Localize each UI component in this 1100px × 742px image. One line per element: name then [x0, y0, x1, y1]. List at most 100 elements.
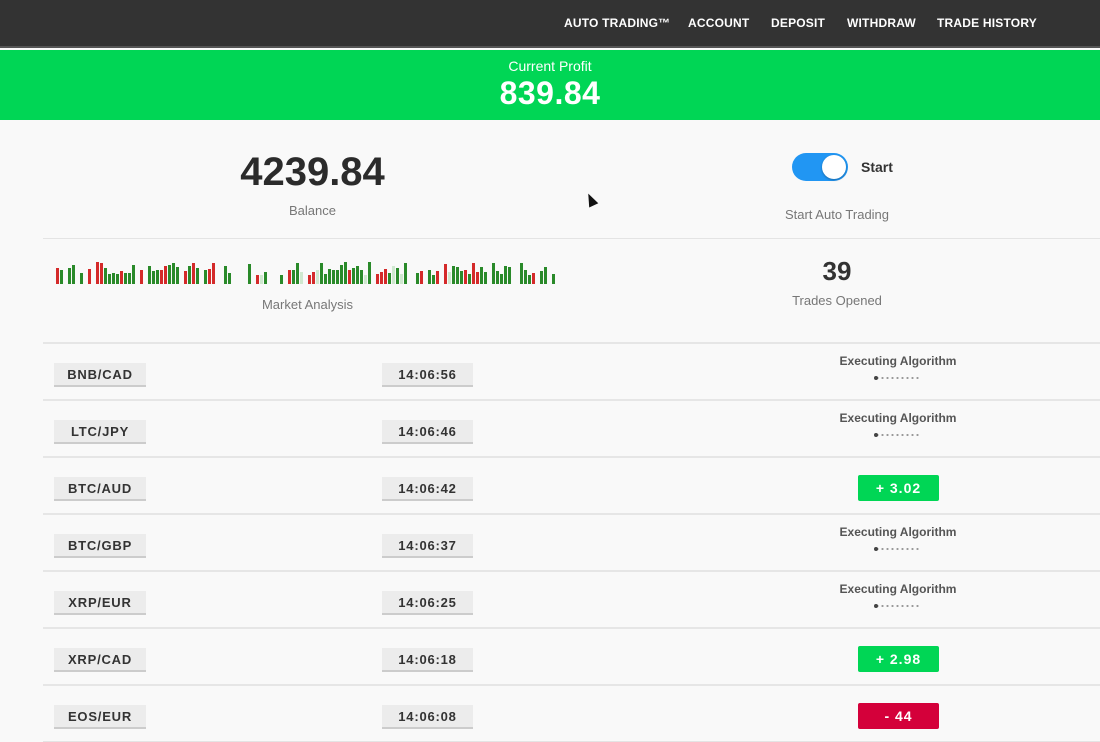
market-bar — [328, 269, 331, 284]
market-analysis-label: Market Analysis — [261, 297, 354, 312]
pair-badge: BNB/CAD — [54, 363, 146, 387]
market-bar — [404, 263, 407, 284]
market-bar — [256, 275, 259, 284]
nav-trade-history[interactable]: TRADE HISTORY — [937, 16, 1037, 30]
balance-panel: 4239.84 Balance — [180, 150, 445, 218]
market-bar — [348, 269, 351, 284]
market-bar — [524, 269, 527, 284]
market-bar — [100, 262, 103, 284]
market-bar — [484, 272, 487, 284]
progress-dots-icon — [874, 376, 921, 380]
auto-trading-toggle[interactable] — [792, 153, 848, 181]
divider — [43, 238, 1100, 239]
market-bar — [112, 272, 115, 284]
market-bar — [204, 269, 207, 284]
market-bar — [260, 275, 263, 284]
market-bar — [388, 273, 391, 284]
time-badge: 14:06:08 — [382, 705, 473, 729]
result-badge: + 3.02 — [858, 475, 939, 501]
market-bar — [380, 271, 383, 284]
top-nav: AUTO TRADING™ ACCOUNT DEPOSIT WITHDRAW T… — [0, 0, 1100, 48]
pair-badge: BTC/AUD — [54, 477, 146, 501]
market-bar — [476, 271, 479, 284]
market-bar — [156, 269, 159, 284]
market-bar — [540, 271, 543, 284]
nav-deposit[interactable]: DEPOSIT — [771, 16, 826, 30]
status-text: Executing Algorithm — [839, 582, 957, 596]
market-bar — [448, 272, 451, 284]
market-bar — [312, 271, 315, 284]
market-bar — [332, 269, 335, 284]
time-badge: 14:06:25 — [382, 591, 473, 615]
market-bar — [444, 264, 447, 284]
market-bar — [460, 270, 463, 284]
nav-account[interactable]: ACCOUNT — [688, 16, 750, 30]
market-bar — [148, 266, 151, 284]
market-bar — [480, 267, 483, 284]
market-bar — [544, 267, 547, 284]
result-badge: + 2.98 — [858, 646, 939, 672]
market-bar — [392, 265, 395, 284]
market-bar — [376, 273, 379, 284]
market-bar — [300, 272, 303, 284]
market-bar — [196, 267, 199, 284]
market-bar — [184, 271, 187, 284]
market-bar — [72, 265, 75, 284]
pair-badge: EOS/EUR — [54, 705, 146, 729]
time-badge: 14:06:42 — [382, 477, 473, 501]
market-bar — [212, 263, 215, 284]
trade-row: EOS/EUR 14:06:08 - 44 — [43, 684, 1100, 741]
trade-row: LTC/JPY 14:06:46 Executing Algorithm — [43, 399, 1100, 456]
market-bar — [368, 262, 371, 284]
trade-row: XRP/EUR 14:06:25 Executing Algorithm — [43, 570, 1100, 627]
market-bar — [308, 274, 311, 284]
progress-dots-icon — [874, 433, 921, 437]
market-bar — [132, 265, 135, 284]
market-bar — [420, 271, 423, 284]
market-bar — [192, 262, 195, 284]
nav-auto-trading[interactable]: AUTO TRADING™ — [564, 16, 671, 30]
time-badge: 14:06:56 — [382, 363, 473, 387]
progress-dots-icon — [874, 604, 921, 608]
market-bar — [296, 262, 299, 284]
trade-row: BTC/GBP 14:06:37 Executing Algorithm — [43, 513, 1100, 570]
status-text: Executing Algorithm — [839, 411, 957, 425]
status-text: Executing Algorithm — [839, 354, 957, 368]
toggle-knob — [822, 155, 846, 179]
market-bar — [164, 265, 167, 284]
market-bar — [188, 266, 191, 284]
market-bar — [344, 262, 347, 284]
market-bar — [116, 273, 119, 284]
market-bar — [248, 264, 251, 284]
market-bar — [500, 274, 503, 284]
market-bar — [496, 271, 499, 284]
market-bar — [108, 273, 111, 284]
market-bar — [532, 272, 535, 284]
mouse-cursor-icon — [583, 191, 599, 208]
market-bar — [224, 266, 227, 284]
market-bar — [160, 269, 163, 284]
market-bar — [68, 267, 71, 284]
market-bar — [208, 269, 211, 284]
trades-opened-value: 39 — [822, 256, 852, 286]
pair-badge: LTC/JPY — [54, 420, 146, 444]
result-badge: - 44 — [858, 703, 939, 729]
pair-badge: XRP/CAD — [54, 648, 146, 672]
market-bar — [56, 268, 59, 284]
market-bar — [528, 274, 531, 284]
market-bar — [384, 268, 387, 284]
market-bar — [428, 269, 431, 284]
market-bar — [80, 272, 83, 284]
time-badge: 14:06:46 — [382, 420, 473, 444]
market-bar — [452, 265, 455, 284]
market-bar — [168, 265, 171, 284]
market-bar — [176, 267, 179, 284]
market-bar — [128, 272, 131, 284]
market-bar — [60, 269, 63, 284]
market-bar — [552, 273, 555, 284]
start-auto-trading-label: Start Auto Trading — [784, 207, 890, 222]
market-bar — [104, 268, 107, 284]
trades-opened-panel: 39 Trades Opened — [737, 256, 937, 308]
market-bar — [140, 269, 143, 284]
nav-withdraw[interactable]: WITHDRAW — [847, 16, 916, 30]
